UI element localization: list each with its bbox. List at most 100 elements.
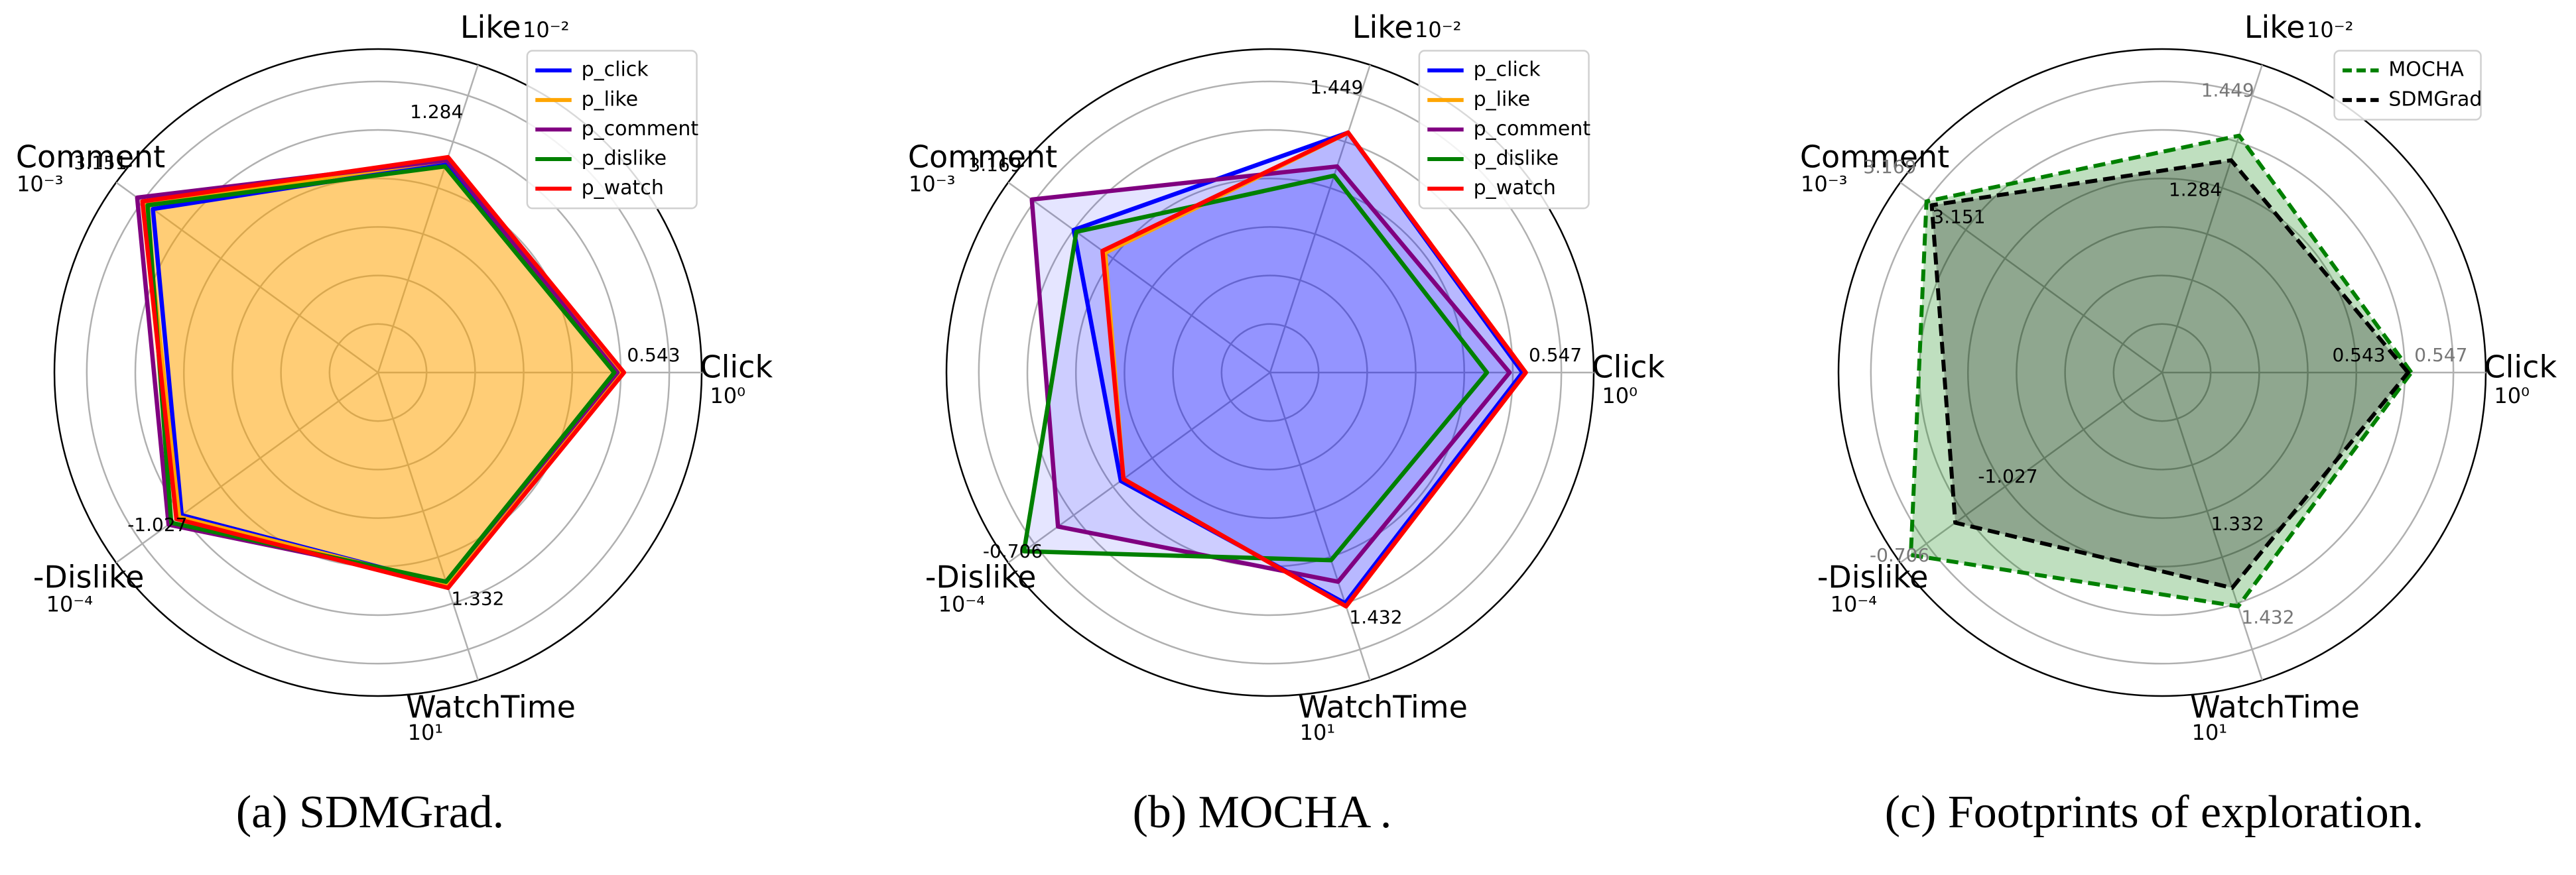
legend-box <box>1418 50 1590 209</box>
spoke <box>115 182 379 374</box>
legend-label: p_like <box>582 88 638 111</box>
axis-name: -Dislike <box>33 559 145 595</box>
axis-name: Like <box>460 9 521 45</box>
axis-name: Comment <box>16 139 165 174</box>
legend-label: p_comment <box>1474 117 1591 141</box>
series-line <box>1909 133 2414 609</box>
legend-label: MOCHA <box>2388 58 2464 82</box>
legend-label: p_watch <box>582 176 664 200</box>
axis-scale: 10⁰ <box>1602 383 1638 408</box>
axis-scale: 10¹ <box>408 720 444 745</box>
legend-label: p_dislike <box>582 146 667 170</box>
point-label: -1.027 <box>127 514 187 536</box>
point-label: 1.332 <box>2211 512 2264 534</box>
series-line <box>1029 164 1512 584</box>
series-line <box>1100 130 1528 609</box>
legend-label: p_watch <box>1474 176 1556 200</box>
point-label: 3.169 <box>1863 156 1916 178</box>
point-label: 3.151 <box>74 152 127 174</box>
axis-scale: 10⁻³ <box>17 172 63 197</box>
point-label: -0.706 <box>1870 544 1929 566</box>
spoke <box>377 64 479 373</box>
spoke <box>1269 372 1371 681</box>
axis-name: -Dislike <box>925 559 1037 595</box>
axis-scale: 10⁻⁴ <box>938 592 985 617</box>
axis-name: Click <box>1592 349 1665 385</box>
point-label: 1.449 <box>2201 79 2254 101</box>
axis-name: WatchTime <box>2190 689 2360 725</box>
series-area <box>1105 133 1526 607</box>
point-label: 1.284 <box>410 101 463 123</box>
axis-scale: 10⁻⁴ <box>46 592 93 617</box>
axis-name: Like <box>2244 9 2305 45</box>
series-area <box>1023 175 1487 561</box>
caption: (c) Footprints of exploration. <box>1885 787 2424 838</box>
axis-scale: 10⁻² <box>1415 17 1461 42</box>
axis-scale: 10⁻³ <box>1801 172 1847 197</box>
point-label: 1.432 <box>1349 606 1402 628</box>
spoke <box>1007 182 1271 374</box>
point-label: 3.169 <box>968 154 1021 176</box>
spoke <box>1900 371 2163 563</box>
caption: (a) SDMGrad. <box>236 787 504 838</box>
series-line <box>140 154 627 591</box>
point-label: 0.543 <box>2332 344 2385 366</box>
point-label: 0.547 <box>1529 344 1582 366</box>
spoke <box>115 371 379 563</box>
axis-scale: 10⁰ <box>710 383 745 408</box>
axis-name: WatchTime <box>1298 689 1468 725</box>
axis-name: -Dislike <box>1817 559 1929 595</box>
axis-scale: 10⁰ <box>2494 383 2530 408</box>
series-area <box>1031 166 1510 582</box>
series-area <box>137 160 618 582</box>
legend-label: p_like <box>1474 88 1530 111</box>
series-area <box>153 163 618 585</box>
spoke <box>377 372 479 681</box>
axis-name: Click <box>700 349 773 385</box>
point-label: 1.332 <box>451 587 504 609</box>
axis-scale: 10⁻² <box>2307 17 2353 42</box>
point-label: 1.449 <box>1310 76 1363 98</box>
axis-scale: 10¹ <box>2192 720 2228 745</box>
series-area <box>147 166 615 582</box>
series-line <box>1929 158 2410 590</box>
legend-box <box>2333 50 2482 121</box>
point-label: 1.432 <box>2241 606 2294 628</box>
series-area <box>1073 133 1523 604</box>
series-area <box>1102 133 1526 607</box>
legend-label: p_click <box>582 58 649 82</box>
spoke <box>1269 64 1371 373</box>
spoke <box>2161 64 2263 373</box>
axis-name: Click <box>2484 349 2557 385</box>
legend-label: p_comment <box>582 117 699 141</box>
axis-scale: 10⁻³ <box>909 172 955 197</box>
point-label: 0.547 <box>2414 344 2467 366</box>
spoke <box>2161 372 2263 681</box>
legend-label: SDMGrad <box>2388 88 2482 111</box>
series-area <box>1931 160 2408 588</box>
legend-label: p_click <box>1474 58 1541 82</box>
series-area <box>1911 135 2412 607</box>
point-label: 0.543 <box>627 344 680 366</box>
axis-name: Comment <box>1800 139 1949 174</box>
series-area <box>145 160 621 585</box>
spoke <box>1900 182 2163 374</box>
legend-label: p_dislike <box>1474 146 1559 170</box>
axis-name: Comment <box>908 139 1057 174</box>
legend-box <box>526 50 698 209</box>
point-label: -0.706 <box>983 540 1043 562</box>
spoke <box>1007 371 1271 563</box>
series-line <box>1021 173 1490 563</box>
axis-scale: 10¹ <box>1300 720 1336 745</box>
axis-name: WatchTime <box>406 689 576 725</box>
point-label: -1.027 <box>1978 465 2037 487</box>
point-label: 3.151 <box>1932 206 1985 228</box>
axis-scale: 10⁻² <box>523 17 569 42</box>
point-label: 1.284 <box>2169 179 2222 201</box>
caption: (b) MOCHA . <box>1133 787 1392 838</box>
axis-scale: 10⁻⁴ <box>1831 592 1877 617</box>
series-area <box>142 157 624 588</box>
axis-name: Like <box>1352 9 1413 45</box>
